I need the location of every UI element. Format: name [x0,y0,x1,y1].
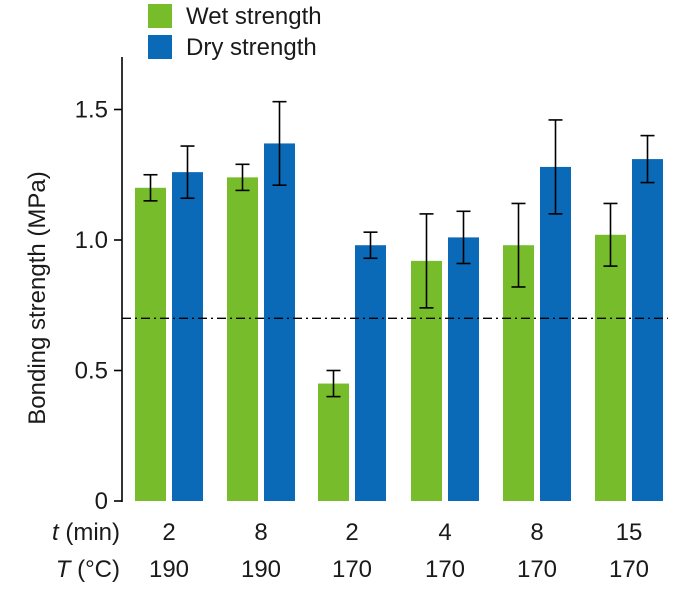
temperature-tick-label: 170 [517,556,557,583]
wet-strength-bar [227,177,258,502]
y-tick-label: 0 [95,488,108,515]
T-row-label: T (°C) [56,556,120,583]
error-bars [122,100,668,398]
time-tick-label: 8 [530,519,543,546]
temperature-tick-label: 190 [241,556,281,583]
dry-strength-bar [632,159,663,501]
T-symbol: T [56,556,73,583]
wet-legend-swatch [148,4,172,28]
wet-strength-bar [318,383,349,501]
temperature-tick-label: 170 [609,556,649,583]
dry-legend-label: Dry strength [186,34,317,61]
time-tick-label: 15 [616,519,643,546]
temperature-tick-label: 190 [149,556,189,583]
dry-legend-swatch [148,35,172,59]
time-tick-label: 4 [438,519,451,546]
dry-strength-bar [264,143,295,501]
y-tick-label: 0.5 [75,358,108,385]
legend: Wet strength Dry strength [148,3,322,61]
time-tick-label: 2 [162,519,175,546]
y-tick-label: 1.5 [75,97,108,124]
dry-strength-bar [172,172,203,501]
t-row-label: t (min) [52,519,120,546]
wet-strength-bar [595,234,626,501]
bars [135,143,663,502]
wet-strength-bar [135,187,166,502]
dry-strength-bar [540,166,571,502]
temperature-tick-label: 170 [332,556,372,583]
t-unit: (min) [59,519,120,546]
y-axis-label: Bonding strength (MPa) [24,171,51,424]
y-axis: 0 0.5 1.0 1.5 [75,57,123,515]
T-unit: (°C) [70,556,120,583]
y-tick-label: 1.0 [75,227,108,254]
time-tick-label: 8 [254,519,267,546]
wet-strength-bar [503,245,534,501]
time-tick-label: 2 [345,519,358,546]
temperature-tick-label: 170 [425,556,465,583]
t-symbol: t [52,519,60,546]
wet-legend-label: Wet strength [186,3,322,30]
dry-strength-bar [355,245,386,501]
dry-strength-bar [448,237,479,501]
x-axis: t (min) T (°C) 2 190 8 190 2 170 4 170 8 170 15 170 [52,519,649,583]
